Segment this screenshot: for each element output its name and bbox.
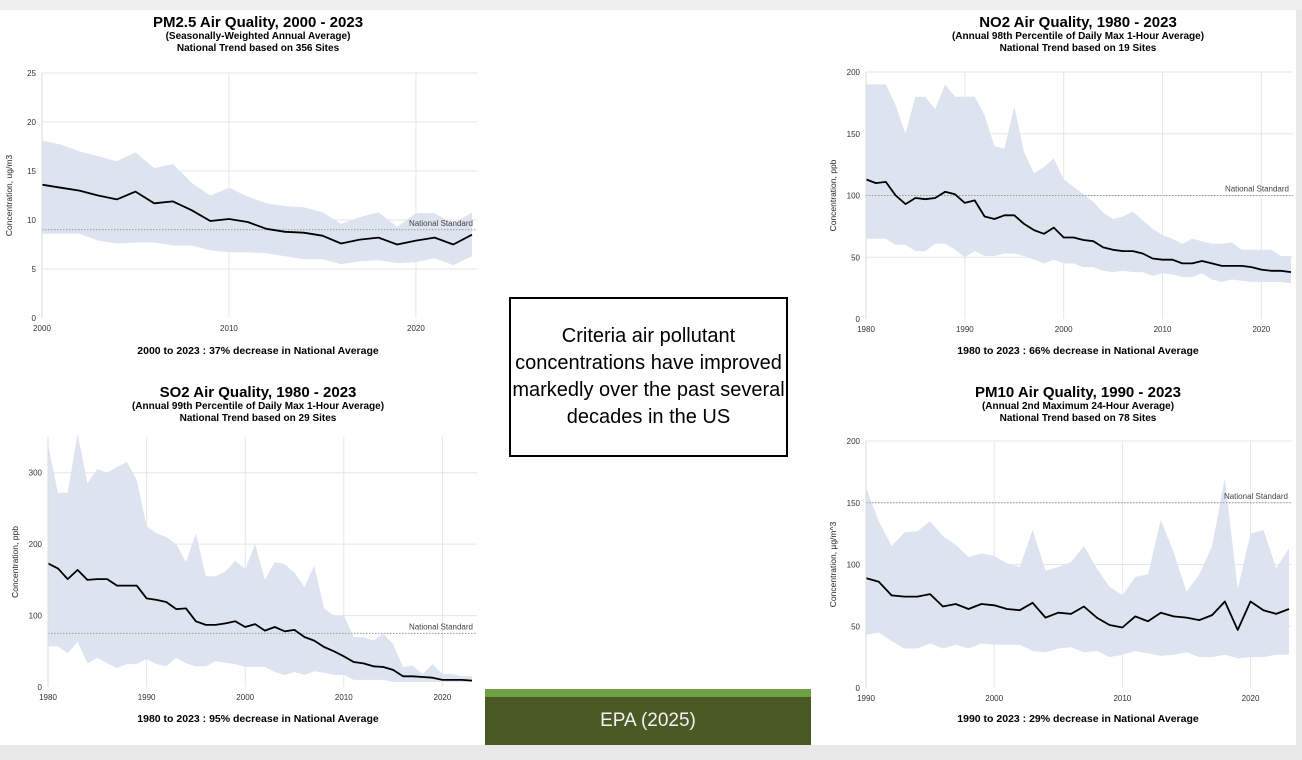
y-tick-label: 5: [32, 265, 37, 274]
chart-title: SO2 Air Quality, 1980 - 2023: [159, 384, 357, 401]
callout-text: Criteria air pollutant concentrations ha…: [512, 325, 785, 428]
y-tick-label: 150: [847, 130, 861, 139]
x-tick-label: 2020: [1252, 325, 1270, 334]
y-tick-label: 0: [856, 684, 861, 693]
no2-chart-header: NO2 Air Quality, 1980 - 2023 (Annual 98t…: [818, 14, 1302, 55]
x-tick-label: 2000: [33, 324, 51, 333]
x-tick-label: 2010: [1113, 694, 1131, 703]
chart-subtitle: (Annual 98th Percentile of Daily Max 1-H…: [951, 31, 1205, 42]
national-average-line: [865, 178, 1292, 273]
no2-chart: 0 50 100 150 200 1980 1990 2000 2010 2020 National…: [828, 68, 1293, 334]
chart-title: PM2.5 Air Quality, 2000 - 2023: [152, 14, 364, 31]
x-tick-label: 2000: [236, 693, 254, 702]
y-tick-label: 200: [847, 68, 861, 77]
x-tick-label: 2000: [985, 694, 1003, 703]
y-tick-label: 0: [856, 315, 861, 324]
y-tick-label: 200: [29, 540, 43, 549]
x-tick-label: 1980: [39, 693, 57, 702]
y-tick-label: 0: [32, 314, 37, 323]
pm10-footnote: 1990 to 2023 : 29% decrease in National …: [957, 713, 1199, 725]
y-tick-label: 50: [851, 622, 860, 631]
x-tick-label: 1980: [857, 325, 875, 334]
y-axis-label: Concentration, µg/m^3: [828, 522, 838, 608]
pm25-footnote: 2000 to 2023 : 37% decrease in National …: [137, 345, 379, 357]
chart-subtitle: (Annual 2nd Maximum 24-Hour Average): [981, 401, 1175, 412]
x-tick-label: 2000: [1055, 325, 1073, 334]
chart-subtitle: National Trend based on 356 Sites: [176, 43, 340, 54]
x-tick-label: 1990: [138, 693, 156, 702]
x-tick-label: 2010: [220, 324, 238, 333]
pm10-chart-header: PM10 Air Quality, 1990 - 2023 (Annual 2n…: [818, 384, 1302, 425]
national-average-line: [47, 562, 473, 682]
y-tick-label: 150: [847, 499, 861, 508]
x-tick-label: 2010: [1154, 325, 1172, 334]
national-average-line: [865, 577, 1290, 631]
no2-footnote: 1980 to 2023 : 66% decrease in National …: [957, 345, 1199, 357]
chart-subtitle: (Annual 99th Percentile of Daily Max 1-H…: [131, 401, 385, 412]
range-band: [866, 84, 1291, 284]
x-tick-label: 1990: [956, 325, 974, 334]
so2-footnote: 1980 to 2023 : 95% decrease in National …: [137, 713, 379, 725]
callout-box: Criteria air pollutant concentrations ha…: [509, 297, 788, 457]
x-tick-label: 1990: [857, 694, 875, 703]
y-axis-label: Concentration, ug/m3: [4, 155, 14, 237]
y-tick-label: 100: [847, 192, 861, 201]
y-tick-label: 0: [38, 683, 43, 692]
chart-subtitle: National Trend based on 29 Sites: [179, 413, 337, 424]
chart-subtitle: National Trend based on 78 Sites: [999, 413, 1157, 424]
chart-title: NO2 Air Quality, 1980 - 2023: [979, 14, 1177, 31]
range-band: [866, 478, 1289, 659]
top-bar: [0, 0, 1302, 10]
y-tick-label: 15: [27, 167, 36, 176]
y-tick-label: 25: [27, 69, 36, 78]
range-band: [48, 433, 472, 682]
x-tick-label: 2020: [434, 693, 452, 702]
x-tick-label: 2010: [335, 693, 353, 702]
y-axis-label: Concentration, ppb: [10, 526, 20, 598]
chart-subtitle: (Seasonally-Weighted Annual Average): [165, 31, 351, 42]
range-band: [42, 140, 472, 266]
x-tick-label: 2020: [407, 324, 425, 333]
y-tick-label: 300: [29, 469, 43, 478]
pm25-chart: 0 5 10 15 20 25 2000 2010 2020 National Standard C…: [4, 69, 477, 333]
credit-label: EPA (2025): [600, 710, 696, 731]
national-standard-label: National Standard: [1224, 492, 1288, 501]
y-tick-label: 200: [847, 437, 861, 446]
y-tick-label: 100: [847, 561, 861, 570]
pm25-chart-header: PM2.5 Air Quality, 2000 - 2023 (Seasonal…: [0, 14, 518, 55]
x-tick-label: 2020: [1242, 694, 1260, 703]
national-standard-label: National Standard: [1225, 185, 1289, 194]
y-tick-label: 50: [851, 253, 860, 262]
national-standard-label: National Standard: [409, 219, 473, 228]
credit-box: EPA (2025): [485, 689, 811, 745]
so2-chart-header: SO2 Air Quality, 1980 - 2023 (Annual 99t…: [0, 384, 518, 425]
y-tick-label: 20: [27, 118, 36, 127]
national-average-line: [41, 183, 473, 246]
y-axis-label: Concentration, ppb: [828, 159, 838, 231]
credit-accent-bar: [485, 689, 811, 697]
pm10-chart: 0 50 100 150 200 1990 2000 2010 2020 National Sta…: [828, 437, 1292, 703]
y-tick-label: 10: [27, 216, 36, 225]
so2-chart: 0 100 200 300 1980 1990 2000 2010 2020 National S…: [10, 433, 477, 702]
chart-subtitle: National Trend based on 19 Sites: [999, 43, 1157, 54]
y-tick-label: 100: [29, 612, 43, 621]
chart-title: PM10 Air Quality, 1990 - 2023: [975, 384, 1181, 401]
national-standard-label: National Standard: [409, 622, 473, 631]
